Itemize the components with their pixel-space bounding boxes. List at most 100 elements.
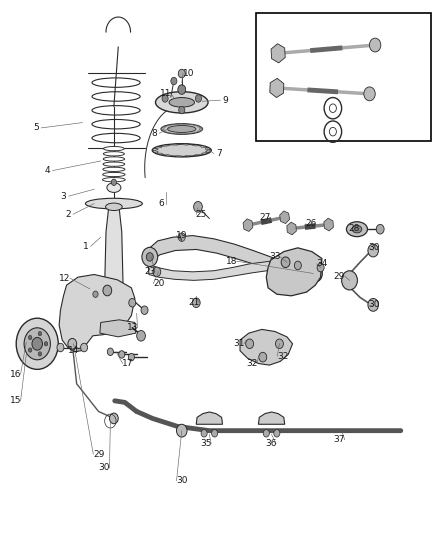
Polygon shape [100,320,136,337]
Ellipse shape [352,225,362,233]
Circle shape [178,233,185,241]
Polygon shape [258,412,285,424]
Bar [256,13,431,141]
Circle shape [24,328,50,360]
Text: 16: 16 [10,370,21,378]
Text: 18: 18 [226,257,237,265]
Circle shape [246,339,254,349]
Text: 10: 10 [183,69,194,78]
Text: 37: 37 [334,435,345,444]
Circle shape [137,330,145,341]
Ellipse shape [85,198,142,209]
Text: 29: 29 [334,272,345,280]
Circle shape [263,430,269,437]
Text: 36: 36 [265,439,276,448]
Circle shape [192,298,200,308]
Circle shape [153,267,161,277]
Polygon shape [280,211,290,223]
Text: 35: 35 [200,439,212,448]
Circle shape [81,343,88,352]
Circle shape [128,353,134,361]
Polygon shape [240,329,293,365]
Text: 8: 8 [151,129,157,138]
Text: 11: 11 [160,89,171,98]
Circle shape [28,348,32,352]
Circle shape [201,430,207,437]
Polygon shape [287,222,297,235]
Text: 5: 5 [33,124,39,132]
Circle shape [16,318,58,369]
Circle shape [276,339,283,349]
Polygon shape [104,208,124,322]
Circle shape [195,95,201,102]
Ellipse shape [102,177,125,182]
Text: 3: 3 [60,192,67,200]
Ellipse shape [103,162,125,166]
Circle shape [142,247,158,266]
Circle shape [259,352,267,362]
Text: 15: 15 [10,397,21,405]
Circle shape [111,179,117,185]
Ellipse shape [161,124,202,134]
Text: 30: 30 [369,244,380,252]
Text: 7: 7 [216,149,222,158]
Circle shape [312,270,318,277]
Text: 25: 25 [196,210,207,219]
Text: 14: 14 [68,346,79,355]
Circle shape [369,38,381,52]
Text: 19: 19 [176,231,187,240]
Circle shape [212,430,218,437]
Circle shape [376,224,384,234]
Polygon shape [59,274,135,352]
Circle shape [57,343,64,352]
Ellipse shape [102,172,125,176]
Circle shape [44,342,48,346]
Circle shape [177,424,187,437]
Circle shape [179,107,185,114]
Text: 34: 34 [316,260,328,268]
Text: 26: 26 [305,220,317,228]
Circle shape [28,335,32,340]
Text: 28: 28 [348,224,360,232]
Circle shape [103,285,112,296]
Circle shape [368,298,378,311]
Polygon shape [270,78,284,98]
Circle shape [274,430,280,437]
Text: 13: 13 [127,324,138,332]
Ellipse shape [169,98,194,107]
Circle shape [281,257,290,268]
Text: 32: 32 [246,359,258,368]
Text: 23: 23 [144,268,155,276]
Ellipse shape [103,167,125,172]
Circle shape [162,95,168,102]
Text: 29: 29 [93,450,104,458]
Circle shape [32,337,42,350]
Polygon shape [266,248,322,296]
Text: 4: 4 [45,166,50,175]
Circle shape [171,77,177,85]
Circle shape [364,87,375,101]
Ellipse shape [155,92,208,113]
Polygon shape [271,44,285,63]
Polygon shape [196,412,223,424]
Polygon shape [145,236,315,278]
Text: 20: 20 [153,279,164,288]
Circle shape [141,306,148,314]
Circle shape [368,244,378,257]
Ellipse shape [167,126,196,132]
Text: 1: 1 [82,242,88,251]
Text: 30: 30 [176,477,187,485]
Circle shape [38,332,42,336]
Text: 12: 12 [59,274,71,282]
Circle shape [38,352,42,356]
Circle shape [308,265,322,282]
Text: 33: 33 [269,253,281,261]
Ellipse shape [103,152,124,156]
Text: 31: 31 [233,340,244,348]
Circle shape [194,201,202,212]
Ellipse shape [103,157,124,161]
Text: 2: 2 [65,210,71,219]
Text: 17: 17 [122,359,134,368]
Text: 30: 30 [99,464,110,472]
Circle shape [107,348,113,356]
